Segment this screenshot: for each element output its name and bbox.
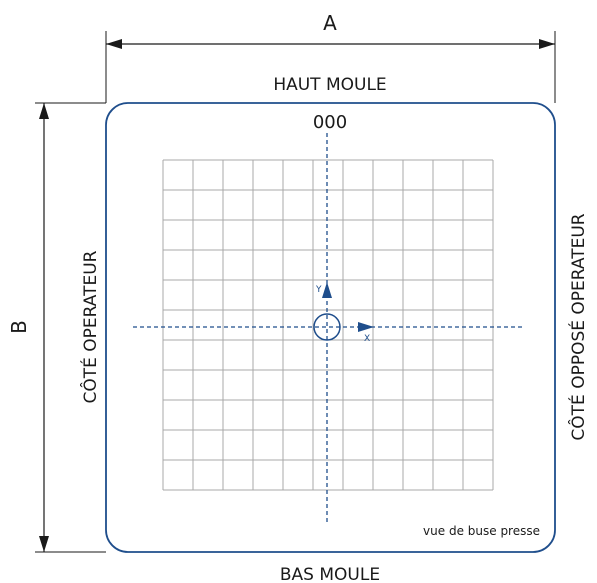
dimension-b-arrow-top-icon [39,103,49,119]
dimension-a-label: A [323,11,337,35]
left-side-label: CÔTÉ OPERATEUR [79,250,101,403]
dimension-b-arrow-bottom-icon [39,536,49,552]
dimension-a-arrow-right-icon [539,39,555,49]
view-note-label: vue de buse presse [423,524,540,538]
right-side-label: CÔTÉ OPPOSÉ OPERATEUR [567,213,589,440]
top-side-label: HAUT MOULE [273,75,386,95]
grid [162,159,494,491]
injection-point-circle [313,313,341,341]
y-axis-arrow-icon [322,282,332,298]
dimension-b-label: B [7,320,31,334]
mold-plate-outline [105,102,556,553]
bottom-side-label: BAS MOULE [280,565,380,583]
axis-x-label: X [364,334,370,344]
x-axis-arrow-icon [358,322,374,332]
dimension-a-arrow-left-icon [106,39,122,49]
axis-y-label: Y [315,285,322,295]
origin-label: 000 [313,112,347,133]
